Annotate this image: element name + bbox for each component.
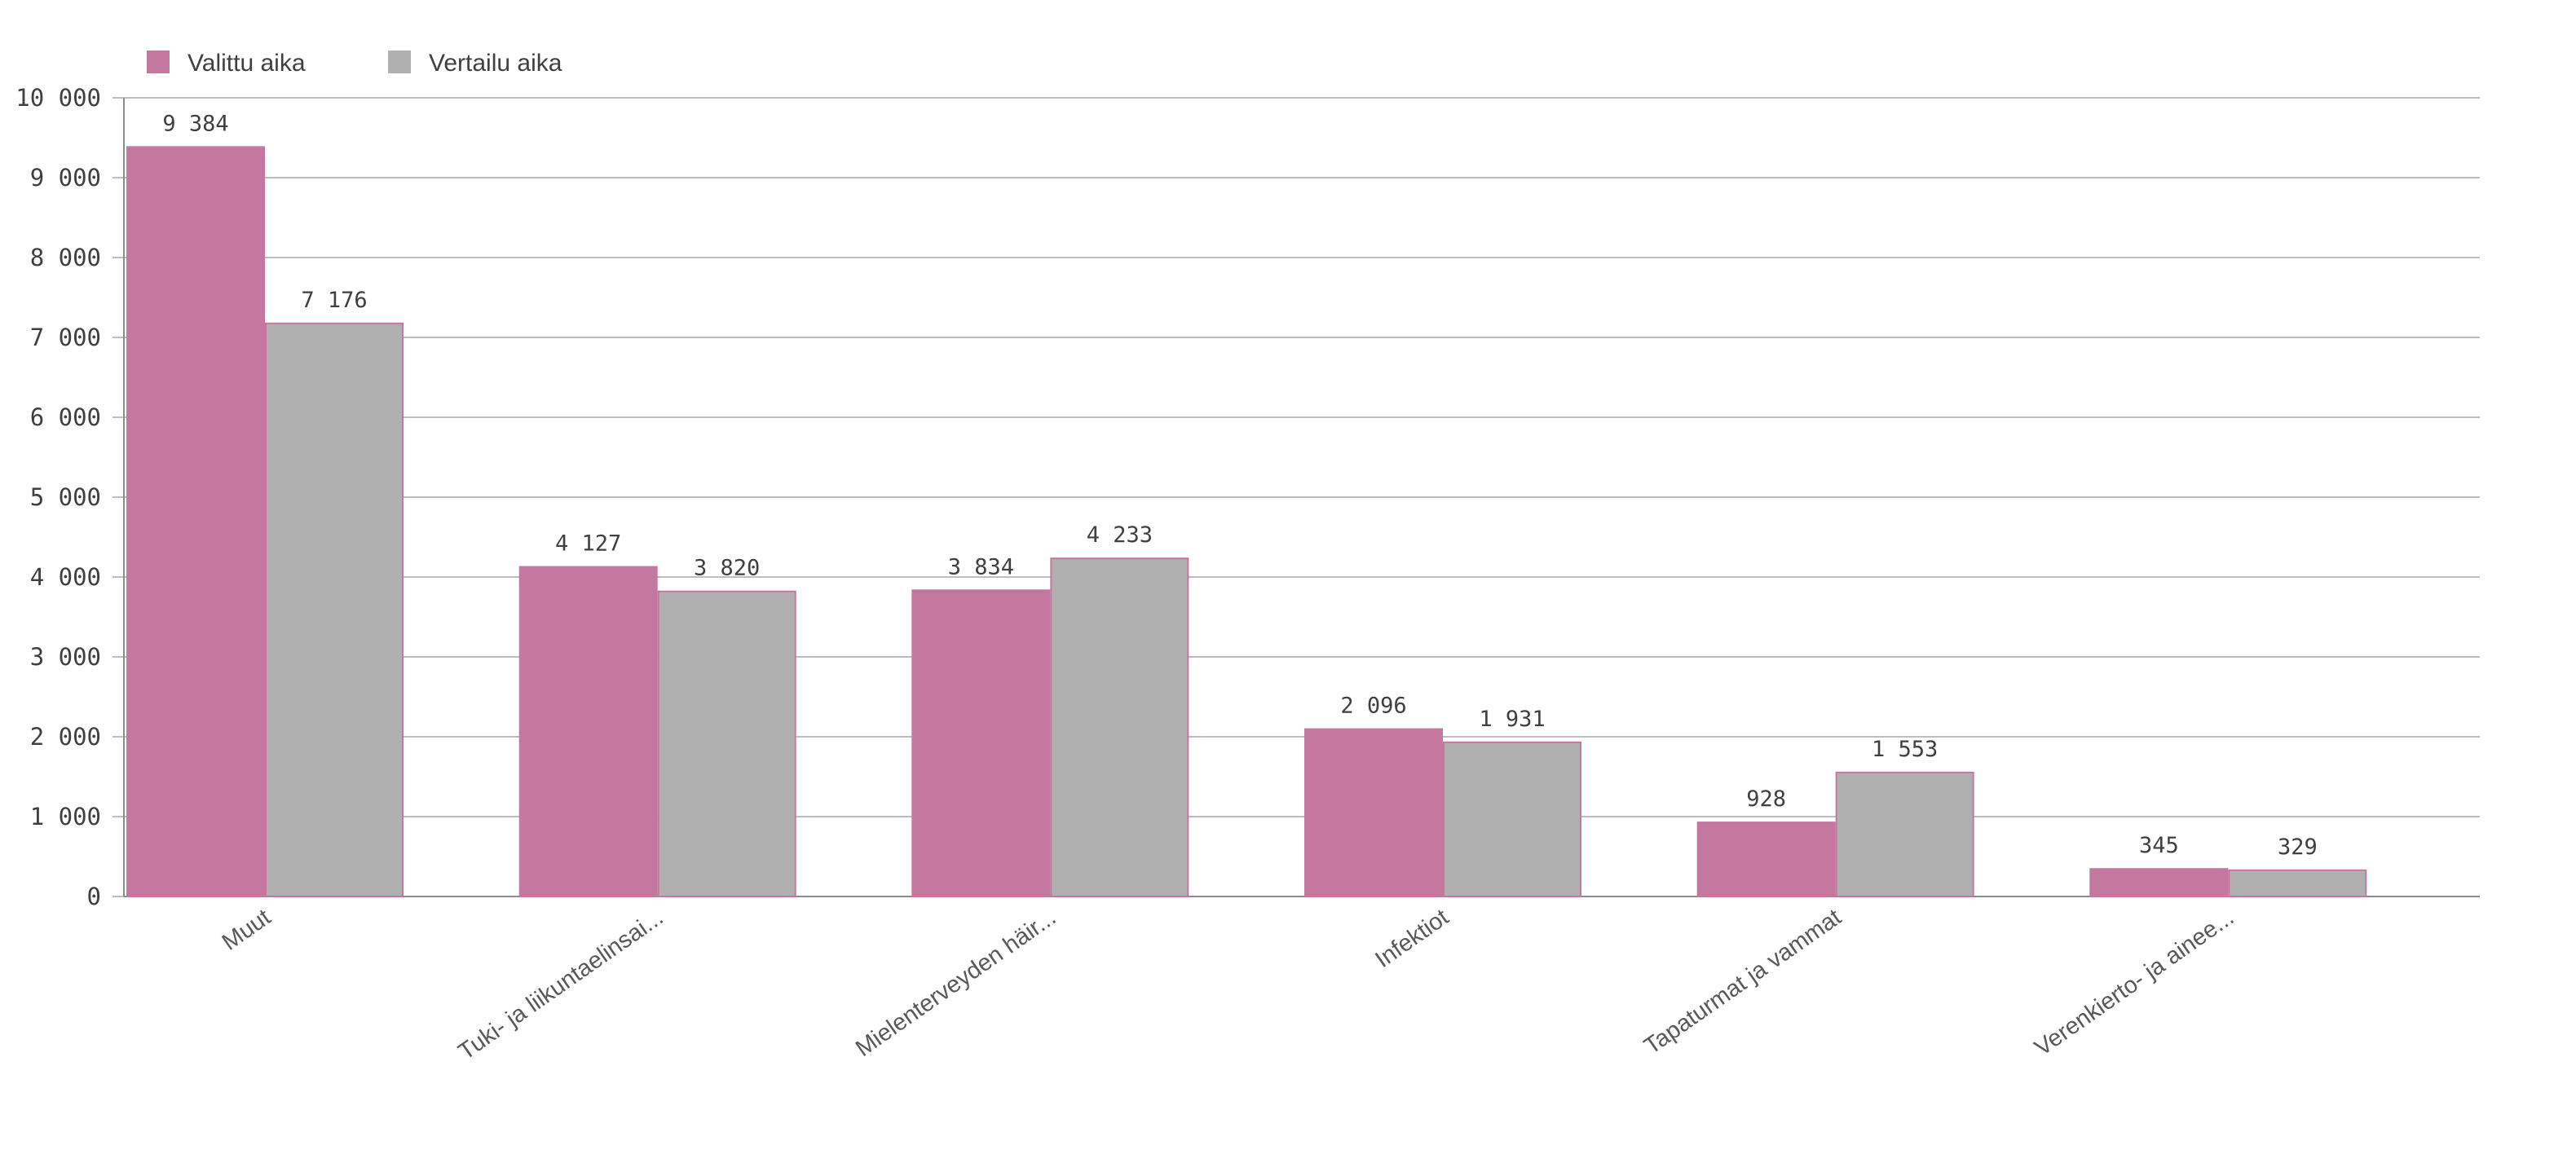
data-label: 4 127 [555,531,621,557]
y-tick-label: 9 000 [30,164,101,192]
chart-gridlines [112,97,2480,897]
bar-1-5[interactable] [1696,822,1836,898]
bar-1-4[interactable] [1304,728,1443,897]
bar-2-5[interactable] [1835,771,1974,898]
bar-2-1[interactable] [265,322,404,897]
data-label: 7 176 [301,288,367,313]
data-label: 3 820 [694,556,760,581]
data-label: 1 553 [1872,737,1938,762]
y-tick-label: 3 000 [30,643,101,671]
bar-1-2[interactable] [518,566,658,898]
chart-bars [126,146,2367,898]
bar-1-6[interactable] [2089,868,2229,897]
y-tick-label: 4 000 [30,563,101,591]
data-label: 345 [2139,833,2179,858]
data-label: 329 [2278,835,2318,860]
x-axis: Muut Tuki- ja liikuntaelinsai... Mielenter… [218,905,2239,1066]
data-label: 928 [1746,786,1786,812]
y-tick-label: 1 000 [30,803,101,830]
x-tick-label: Mielenterveyden häir... [851,905,1061,1063]
x-tick-label: Infektiot [1370,905,1453,973]
x-tick-label: Tuki- ja liikuntaelinsai... [454,905,668,1066]
y-tick-label: 6 000 [30,403,101,431]
y-tick-label: 0 [87,883,101,910]
y-tick-label: 8 000 [30,244,101,271]
data-label: 3 834 [948,554,1014,579]
legend-label-1[interactable]: Valittu aika [187,50,306,77]
x-tick-label: Muut [218,905,276,956]
legend-swatch-1[interactable] [147,51,170,73]
legend-label-2[interactable]: Vertailu aika [429,50,562,77]
y-axis: 0 1 000 2 000 3 000 4 000 5 000 6 000 7 000 8 00… [15,84,2480,910]
data-label: 2 096 [1340,694,1406,719]
bar-2-2[interactable] [657,590,796,897]
y-tick-label: 10 000 [15,84,101,112]
y-tick-label: 7 000 [30,324,101,351]
bar-1-1[interactable] [126,146,265,898]
bar-2-6[interactable] [2228,869,2367,898]
bar-2-4[interactable] [1443,741,1581,898]
legend-swatch-2[interactable] [388,51,411,73]
y-tick-label: 2 000 [30,723,101,751]
y-tick-label: 5 000 [30,483,101,511]
x-tick-label: Tapaturmat ja vammat [1639,905,1846,1060]
data-label: 9 384 [162,111,228,136]
chart-legend: Valittu aika Vertailu aika [147,50,562,77]
data-label: 1 931 [1479,707,1545,732]
x-tick-label: Verenkierto- ja ainee... [2030,905,2239,1062]
data-labels: 9 384 7 176 4 127 3 820 3 834 4 233 2 096 1 931… [162,111,2317,859]
bar-2-3[interactable] [1050,557,1189,898]
bar-1-3[interactable] [911,589,1051,897]
data-label: 4 233 [1087,522,1153,548]
